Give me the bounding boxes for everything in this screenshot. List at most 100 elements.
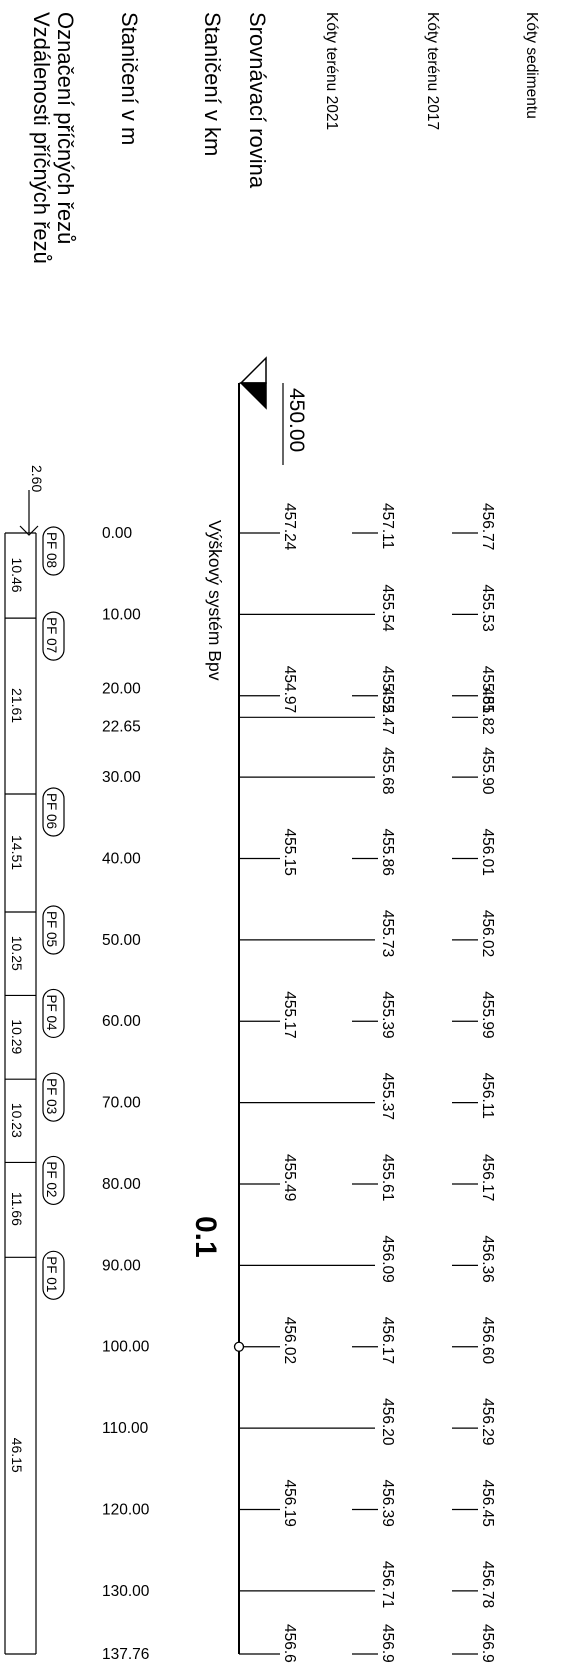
station-row: 455.47 455.82 22.65 (102, 687, 496, 735)
station-row: 455.49 455.61 456.17 80.00 (102, 1154, 496, 1201)
section-distance-value: 10.29 (9, 1019, 25, 1054)
terrain-2017-value: 455.73 (379, 910, 396, 957)
station-row: 456.71 456.78 130.00 (102, 1561, 496, 1608)
terrain-2021-value: 455.17 (281, 991, 298, 1038)
station-row: 455.73 456.02 50.00 (102, 910, 496, 957)
start-offset-label: 2.60 (29, 465, 45, 492)
cross-section-mark: PF 02 (42, 1155, 65, 1206)
station-m-value: 22.65 (102, 718, 141, 735)
label-terrain-2021: Kóty terénu 2021 (323, 12, 340, 130)
station-m-value: 80.00 (102, 1176, 141, 1193)
cross-section-name: PF 02 (44, 1161, 59, 1197)
sediment-value: 456.78 (479, 1561, 496, 1608)
label-cross-section-distances: Vzdálenosti příčných řezů (29, 12, 54, 264)
terrain-2021-value: 456.02 (281, 1317, 298, 1364)
station-row: 456.09 456.36 90.00 (102, 1235, 496, 1282)
cross-section-mark: PF 06 (42, 787, 65, 837)
label-station-km: Staničení v km (200, 12, 225, 156)
station-row: 456.19 456.39 456.45 120.00 (102, 1479, 496, 1526)
terrain-2017-value: 455.52 (379, 666, 396, 713)
sediment-value: 456.02 (479, 910, 496, 957)
station-m-value: 70.00 (102, 1095, 141, 1112)
terrain-2021-value: 456.65 (281, 1624, 298, 1663)
terrain-2017-value: 456.20 (379, 1398, 396, 1446)
sediment-value: 456.17 (479, 1154, 496, 1201)
terrain-2017-value: 456.17 (379, 1317, 396, 1364)
cross-section-name: PF 01 (44, 1256, 59, 1292)
cross-section-name: PF 06 (44, 793, 59, 829)
section-distance-value: 11.66 (9, 1192, 25, 1226)
station-m-value: 130.00 (102, 1583, 150, 1600)
station-m-value: 40.00 (102, 850, 141, 867)
cross-section-mark: PF 05 (42, 905, 65, 955)
terrain-2017-value: 455.68 (379, 747, 396, 794)
station-m-value: 60.00 (102, 1013, 141, 1030)
sediment-value: 455.90 (479, 747, 496, 795)
station-m-value: 0.00 (102, 525, 133, 542)
cross-section-mark: PF 01 (42, 1250, 65, 1300)
cross-section-mark: PF 03 (42, 1072, 65, 1122)
station-m-value: 90.00 (102, 1257, 141, 1274)
station-m-value: 137.76 (102, 1646, 149, 1663)
sediment-value: 456.11 (479, 1073, 496, 1119)
cross-section-name: PF 05 (44, 911, 59, 947)
section-distance-value: 14.51 (9, 835, 25, 870)
sediment-value: 456.45 (479, 1479, 496, 1526)
terrain-2017-value: 456.09 (379, 1235, 396, 1282)
station-row: 455.17 455.39 455.99 60.00 (102, 991, 496, 1038)
terrain-2021-value: 456.19 (281, 1479, 298, 1526)
station-row: 455.37 456.11 70.00 (102, 1073, 496, 1120)
terrain-2021-value: 455.15 (281, 828, 298, 875)
label-terrain-2017: Kóty terénu 2017 (424, 12, 441, 130)
station-row: 454.97 455.52 455.81 20.00 (102, 666, 496, 713)
sediment-value: 456.01 (479, 828, 496, 875)
cross-section-name: PF 07 (44, 617, 59, 653)
km-node-icon (233, 1341, 245, 1352)
sediment-value: 455.99 (479, 991, 496, 1038)
datum-elevation: 450.00 (285, 388, 308, 452)
terrain-2021-value: 455.49 (281, 1154, 298, 1201)
station-m-value: 50.00 (102, 932, 141, 949)
section-distance-value: 10.23 (9, 1103, 25, 1138)
sediment-value: 456.29 (479, 1398, 496, 1445)
sediment-value: 455.82 (479, 687, 496, 734)
station-m-value: 120.00 (102, 1501, 150, 1518)
datum-symbol-icon (239, 356, 267, 410)
cross-section-name: PF 03 (44, 1078, 59, 1114)
height-system-label: Výškový systém Bpv (205, 520, 225, 681)
cross-section-mark: PF 04 (42, 988, 65, 1039)
cross-section-name: PF 04 (44, 994, 59, 1031)
label-sediment: Kóty sedimentu (523, 12, 540, 119)
terrain-2017-value: 456.94 (379, 1624, 396, 1663)
station-row: 455.15 455.86 456.01 40.00 (102, 828, 496, 875)
label-station-m: Staničení v m (117, 12, 142, 145)
station-m-value: 30.00 (102, 769, 141, 786)
station-row: 456.02 456.17 456.60 100.00 (102, 1317, 496, 1365)
terrain-2017-value: 455.86 (379, 828, 396, 875)
terrain-2021-value: 454.97 (281, 666, 298, 713)
sediment-value: 456.60 (479, 1317, 496, 1365)
sediment-value: 456.94 (479, 1624, 496, 1663)
sediment-value: 455.81 (479, 666, 496, 713)
terrain-2017-value: 455.47 (379, 687, 396, 734)
terrain-2017-value: 455.39 (379, 991, 396, 1038)
km-marker-label: 0.1 (189, 1216, 222, 1258)
station-m-value: 10.00 (102, 606, 141, 623)
cross-section-name: PF 08 (44, 532, 59, 568)
station-row: 455.54 455.53 10.00 (102, 584, 496, 632)
cross-section-mark: PF 08 (42, 526, 65, 576)
station-m-value: 100.00 (102, 1339, 150, 1356)
section-distance-value: 10.25 (9, 936, 25, 971)
station-m-value: 20.00 (102, 681, 141, 698)
cross-sections-layer: PF 08 PF 07 PF 06 PF 05 PF 04 PF 03 PF 02 PF 01… (4, 490, 65, 1655)
terrain-2021-value: 457.24 (281, 503, 298, 551)
arrow-down-icon (19, 525, 39, 536)
station-m-value: 110.00 (102, 1420, 149, 1437)
sediment-value: 456.77 (479, 503, 496, 550)
terrain-2017-value: 457.11 (379, 503, 396, 549)
terrain-2017-value: 456.71 (379, 1561, 396, 1608)
station-row: 457.24 457.11 456.77 0.00 (102, 503, 496, 551)
station-row: 455.68 455.90 30.00 (102, 747, 496, 795)
